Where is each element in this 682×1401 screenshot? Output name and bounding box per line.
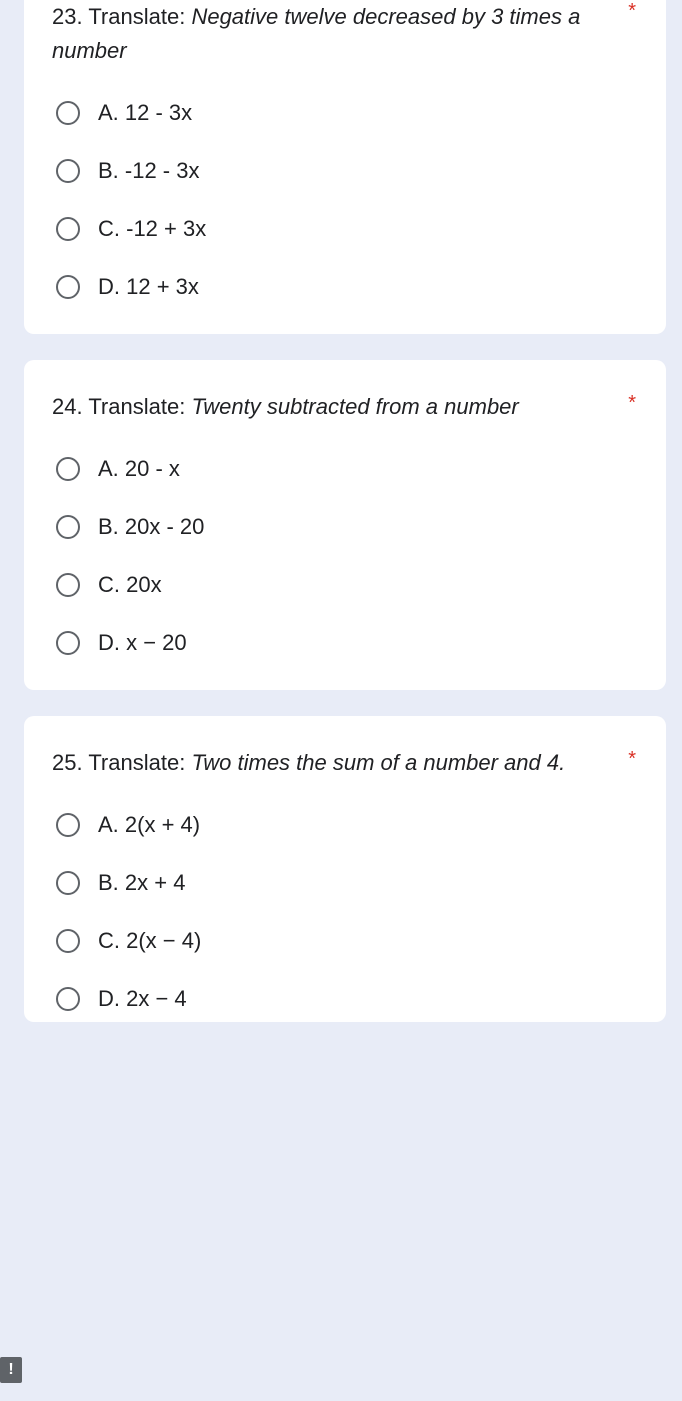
radio-option-a[interactable]: A. 12 - 3x <box>52 100 638 126</box>
question-prefix: Translate: <box>88 4 185 29</box>
question-card-23: 23. Translate: Negative twelve decreased… <box>24 0 666 334</box>
question-number: 25. <box>52 750 83 775</box>
radio-circle-icon <box>56 515 80 539</box>
radio-option-a[interactable]: A. 2(x + 4) <box>52 812 638 838</box>
radio-circle-icon <box>56 987 80 1011</box>
option-label: A. 12 - 3x <box>98 100 192 126</box>
question-prefix: Translate: <box>88 750 185 775</box>
question-card-25: 25. Translate: Two times the sum of a nu… <box>24 716 666 1022</box>
question-title: 25. Translate: Two times the sum of a nu… <box>52 746 638 780</box>
option-label: D. 2x − 4 <box>98 986 187 1012</box>
question-number: 24. <box>52 394 83 419</box>
question-prompt: Two times the sum of a number and 4. <box>191 750 565 775</box>
question-prompt: Twenty subtracted from a number <box>191 394 518 419</box>
radio-option-b[interactable]: B. 2x + 4 <box>52 870 638 896</box>
question-prefix: Translate: <box>88 394 185 419</box>
radio-circle-icon <box>56 275 80 299</box>
radio-circle-icon <box>56 871 80 895</box>
radio-circle-icon <box>56 573 80 597</box>
option-label: C. -12 + 3x <box>98 216 206 242</box>
exclamation-icon: ! <box>8 1361 13 1379</box>
radio-option-c[interactable]: C. -12 + 3x <box>52 216 638 242</box>
radio-circle-icon <box>56 631 80 655</box>
option-label: C. 2(x − 4) <box>98 928 201 954</box>
radio-circle-icon <box>56 929 80 953</box>
radio-option-a[interactable]: A. 20 - x <box>52 456 638 482</box>
radio-option-b[interactable]: B. 20x - 20 <box>52 514 638 540</box>
question-title: 23. Translate: Negative twelve decreased… <box>52 0 638 68</box>
option-label: A. 20 - x <box>98 456 180 482</box>
report-problem-button[interactable]: ! <box>0 1357 22 1383</box>
question-title: 24. Translate: Twenty subtracted from a … <box>52 390 638 424</box>
question-card-24: 24. Translate: Twenty subtracted from a … <box>24 360 666 690</box>
radio-circle-icon <box>56 813 80 837</box>
radio-circle-icon <box>56 457 80 481</box>
radio-option-b[interactable]: B. -12 - 3x <box>52 158 638 184</box>
required-marker: * <box>628 0 636 23</box>
option-label: D. 12 + 3x <box>98 274 199 300</box>
option-label: B. 2x + 4 <box>98 870 185 896</box>
radio-circle-icon <box>56 101 80 125</box>
radio-circle-icon <box>56 217 80 241</box>
form-container: 23. Translate: Negative twelve decreased… <box>0 0 682 1022</box>
required-marker: * <box>628 392 636 415</box>
radio-option-d[interactable]: D. x − 20 <box>52 630 638 656</box>
option-label: D. x − 20 <box>98 630 187 656</box>
required-marker: * <box>628 748 636 771</box>
radio-option-d[interactable]: D. 12 + 3x <box>52 274 638 300</box>
radio-option-d[interactable]: D. 2x − 4 <box>52 986 638 1012</box>
radio-option-c[interactable]: C. 20x <box>52 572 638 598</box>
option-label: B. -12 - 3x <box>98 158 199 184</box>
option-label: B. 20x - 20 <box>98 514 204 540</box>
radio-circle-icon <box>56 159 80 183</box>
question-number: 23. <box>52 4 83 29</box>
option-label: A. 2(x + 4) <box>98 812 200 838</box>
option-label: C. 20x <box>98 572 162 598</box>
radio-option-c[interactable]: C. 2(x − 4) <box>52 928 638 954</box>
